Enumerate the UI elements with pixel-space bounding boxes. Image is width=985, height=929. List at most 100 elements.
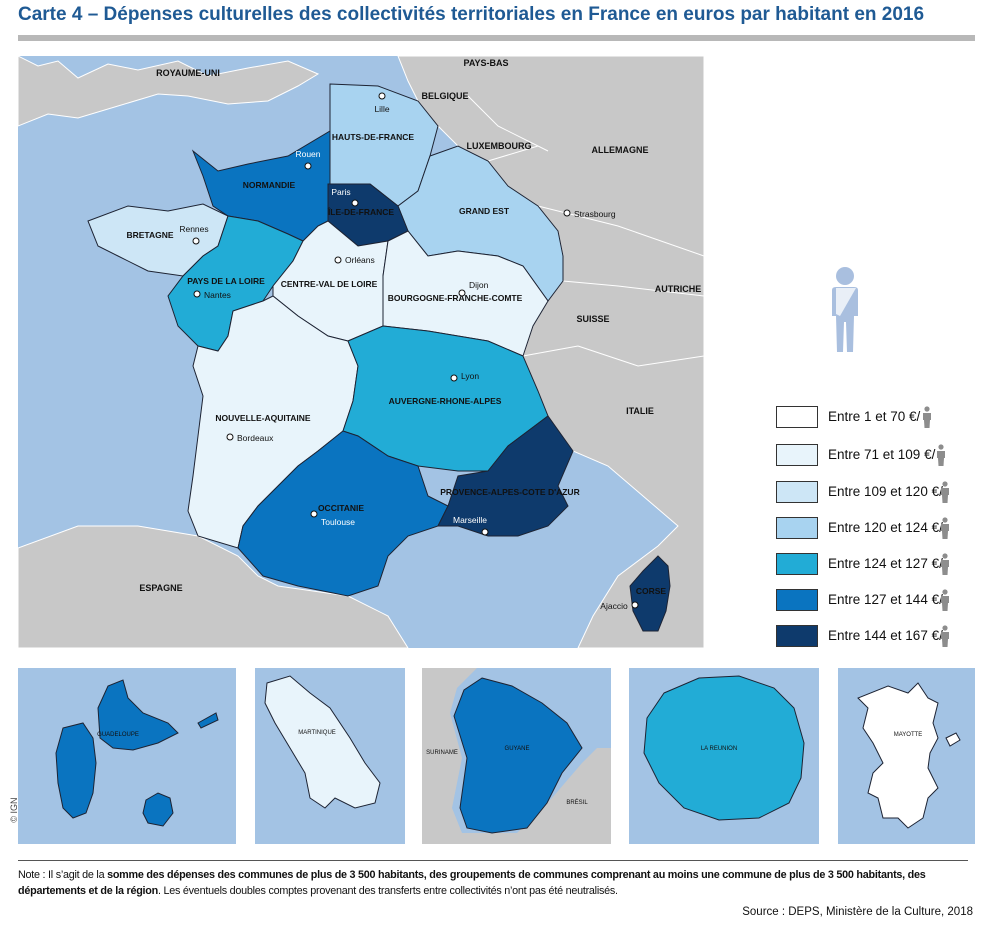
country-label-nl: PAYS-BAS	[463, 58, 508, 68]
region-label-nor: NORMANDIE	[243, 180, 296, 190]
island-martinique	[264, 675, 381, 809]
island-desirade	[197, 712, 219, 729]
city-label-dijon: Dijon	[469, 280, 489, 290]
region-label-pdl: PAYS DE LA LOIRE	[187, 276, 265, 286]
inset-guyane: GUYANE SURINAME BRÉSIL	[422, 668, 611, 844]
city-strasbourg: Strasbourg	[563, 209, 616, 219]
country-uk	[18, 56, 320, 127]
country-spain	[18, 525, 409, 648]
inset-label-mayotte: MAYOTTE	[894, 732, 923, 738]
island-mayotte	[857, 682, 939, 829]
region-label-idf: ÎLE-DE-FRANCE	[327, 206, 394, 217]
region-label-ara: AUVERGNE-RHONE-ALPES	[389, 396, 502, 406]
map-title: Carte 4 – Dépenses culturelles des colle…	[18, 4, 925, 25]
legend-item: Entre 144 et 167 €/	[776, 625, 976, 649]
city-lyon: Lyon	[450, 371, 479, 382]
region-label-pac: PROVENCE-ALPES-COTE D'AZUR	[440, 487, 579, 497]
inset-martinique: MARTINIQUE	[255, 668, 405, 844]
island-petite-terre	[945, 732, 961, 747]
legend-label: Entre 109 et 120 €/	[828, 484, 943, 499]
person-icon	[941, 625, 949, 647]
region-cor	[629, 555, 671, 632]
city-ajaccio: Ajaccio	[600, 601, 639, 611]
country-label-uk: ROYAUME-UNI	[156, 68, 220, 78]
city-label-rennes: Rennes	[179, 224, 208, 234]
person-icon	[937, 444, 945, 466]
country-borders	[467, 95, 704, 367]
region-label-ges: GRAND EST	[459, 206, 510, 216]
note-suffix: . Les éventuels doubles comptes provenan…	[158, 885, 618, 897]
inset-label-guyane: GUYANE	[505, 746, 530, 752]
region-label-bre: BRETAGNE	[126, 230, 173, 240]
region-label-bfc: BOURGOGNE-FRANCHE-COMTE	[388, 293, 523, 303]
city-dijon: Dijon	[458, 280, 489, 297]
person-icon	[941, 553, 949, 575]
person-icon	[923, 406, 931, 428]
region-label-naq: NOUVELLE-AQUITAINE	[215, 413, 311, 423]
legend-label: Entre 127 et 144 €/	[828, 592, 943, 607]
note-bold: somme des dépenses des communes de plus …	[18, 869, 926, 897]
city-label-lille: Lille	[374, 104, 389, 114]
person-icon	[832, 267, 858, 352]
island-guadeloupe-grande-terre	[97, 679, 179, 751]
region-pac	[437, 415, 574, 537]
main-map: ROYAUME-UNI PAYS-BAS BELGIQUE LUXEMBOURG…	[18, 56, 704, 648]
legend-swatch	[776, 481, 818, 503]
city-paris: Paris	[331, 187, 359, 207]
region-occ	[237, 430, 449, 597]
inset-mayotte: MAYOTTE	[838, 668, 975, 844]
legend-item: Entre 109 et 120 €/	[776, 481, 976, 505]
city-rennes: Rennes	[179, 224, 209, 245]
legend-label: Entre 120 et 124 €/	[828, 520, 943, 535]
neighbor-label-suriname: SURINAME	[426, 750, 458, 756]
city-toulouse: Toulouse	[310, 510, 355, 527]
inset-guadeloupe: GUADELOUPE	[18, 668, 236, 844]
legend-item: Entre 71 et 109 €/	[776, 444, 976, 468]
legend-item: Entre 127 et 144 €/	[776, 589, 976, 613]
legend-swatch	[776, 517, 818, 539]
inset-reunion: LA REUNION	[629, 668, 819, 844]
island-guadeloupe-basse-terre	[55, 722, 97, 819]
legend-swatch	[776, 553, 818, 575]
land-foreign-guyane	[422, 668, 611, 844]
city-marseille: Marseille	[453, 515, 489, 536]
city-label-toulouse: Toulouse	[321, 517, 355, 527]
island-marie-galante	[142, 792, 174, 827]
note: Note : Il s’agit de la somme des dépense…	[18, 867, 973, 899]
city-lille: Lille	[374, 92, 390, 114]
note-prefix: Note : Il s’agit de la	[18, 869, 108, 881]
person-icon	[941, 517, 949, 539]
city-label-bordeaux: Bordeaux	[237, 433, 274, 443]
country-label-it: ITALIE	[626, 406, 654, 416]
legend-label: Entre 124 et 127 €/	[828, 556, 943, 571]
legend-label: Entre 71 et 109 €/	[828, 447, 936, 462]
city-label-lyon: Lyon	[461, 371, 479, 381]
city-rouen: Rouen	[295, 149, 321, 170]
country-label-lu: LUXEMBOURG	[467, 141, 532, 151]
city-label-paris: Paris	[331, 187, 350, 197]
legend-swatch	[776, 406, 818, 428]
legend-swatch	[776, 589, 818, 611]
source: Source : DEPS, Ministère de la Culture, …	[742, 906, 973, 918]
country-label-at: AUTRICHE	[655, 284, 702, 294]
city-label-ajaccio: Ajaccio	[600, 601, 628, 611]
city-orleans: Orléans	[334, 255, 375, 265]
city-label-rouen: Rouen	[295, 149, 320, 159]
legend-label: Entre 144 et 167 €/	[828, 628, 943, 643]
city-label-marseille: Marseille	[453, 515, 487, 525]
city-nantes: Nantes	[193, 290, 231, 300]
inset-label-reunion: LA REUNION	[701, 746, 737, 752]
inset-label-martinique: MARTINIQUE	[298, 730, 336, 736]
country-label-be: BELGIQUE	[421, 91, 468, 101]
title-underline	[18, 35, 975, 41]
region-label-cvl: CENTRE-VAL DE LOIRE	[281, 279, 378, 289]
city-label-orleans: Orléans	[345, 255, 375, 265]
region-label-occ: OCCITANIE	[318, 503, 364, 513]
country-label-es: ESPAGNE	[139, 583, 182, 593]
city-bordeaux: Bordeaux	[226, 433, 274, 443]
legend-item: Entre 1 et 70 €/	[776, 406, 976, 430]
legend-label: Entre 1 et 70 €/	[828, 409, 921, 424]
copyright: © IGN	[9, 797, 19, 823]
territory-guyane	[453, 677, 583, 834]
inset-label-guadeloupe: GUADELOUPE	[97, 732, 139, 738]
